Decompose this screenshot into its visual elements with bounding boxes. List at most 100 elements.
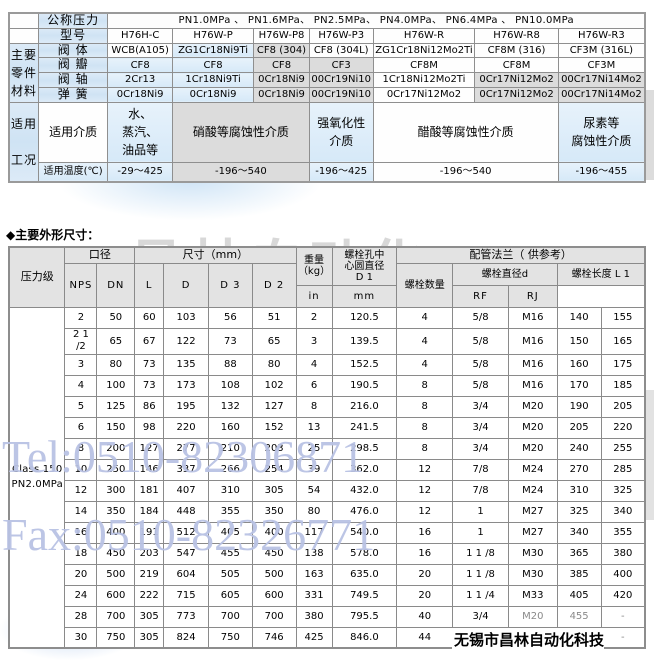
cell-D: 773 [163, 605, 209, 628]
cell-mm: M30 [507, 542, 558, 565]
row-label-spring: 弹 簧 [38, 86, 109, 103]
cell-rj: 255 [600, 437, 646, 460]
table-row-shaft: 阀 轴 2Cr13 1Cr18Ni9Ti 0Cr18Ni9 00Cr19Ni10… [9, 72, 646, 88]
cell-bolts: 8 [396, 416, 454, 439]
cell-nps-line: /2 [76, 341, 86, 352]
cell-D3: 266 [207, 458, 253, 481]
cell-bolts: 20 [396, 563, 454, 586]
header-weight-line: 重量 [304, 255, 325, 267]
cell-rj: - [600, 605, 646, 628]
cell-rf: 340 [556, 521, 602, 544]
cell-L: 60 [134, 306, 165, 329]
spacer-cell [8, 27, 40, 44]
section-title-dimensions: ◆主要外形尺寸： [6, 228, 100, 242]
cell-rf: 160 [556, 353, 602, 376]
cell-d1: 120.5 [331, 306, 398, 329]
shaft-material: 00Cr17Ni14Mo2 [557, 72, 646, 88]
disc-material: CF8 [253, 57, 310, 74]
medium-line: 油品等 [122, 143, 159, 158]
cell-D: 512 [163, 521, 209, 544]
row-label-temperature: 适用温度(℃) [38, 161, 109, 183]
side-label-service-conditions: 适用 工况 [8, 101, 40, 183]
cell-rj: 355 [600, 521, 646, 544]
header-bolt-dia-mm: mm [331, 284, 398, 308]
cell-mm: M20 [507, 626, 558, 649]
row-label-body: 阀 体 [38, 42, 109, 59]
medium-line: 蒸汽、 [122, 125, 159, 140]
header-row-1: 压力级 口径 尺寸（mm） 重量 （kg） 螺栓孔中 心圆直径 D 1 配管法兰… [8, 246, 646, 308]
table-row-model: 型号 H76H-C H76W-P H76W-P8 H76W-P3 H76W-R … [8, 27, 646, 44]
pressure-class-label: Class 150 PN2.0MPa [8, 306, 66, 649]
cell-rf: 270 [556, 458, 602, 481]
cell-d1: 432.0 [331, 479, 398, 502]
cell-bolts: 44 [396, 626, 454, 649]
cell-rf: 455 [556, 626, 602, 649]
cell-L: 98 [134, 416, 165, 439]
cell-D: 448 [163, 500, 209, 523]
cell-rj: 220 [600, 416, 646, 439]
cell-weight: 380 [295, 605, 333, 628]
cell-L: 203 [134, 542, 165, 565]
cell-d1: 152.5 [331, 353, 398, 376]
materials-table-container: 公称压力 PN1.0MPa 、 PN1.6MPa、 PN2.5MPa、 PN4.… [8, 12, 646, 184]
cell-weight: 3 [295, 327, 333, 355]
cell-in: 5/8 [452, 306, 509, 329]
table-row: 2 1/2 65 67 122 73 65 3 139.5 4 5/8 M16 150 165 [9, 327, 646, 355]
spring-material: 0Cr18Ni9 [171, 86, 255, 103]
cell-D3: 405 [207, 521, 253, 544]
cell-mm: M20 [507, 437, 558, 460]
cell-nps: 6 [64, 416, 98, 439]
row-label-medium: 适用介质 [38, 101, 109, 163]
model-value: H76W-R8 [474, 27, 559, 44]
cell-L: 146 [134, 458, 165, 481]
table-row: 20 500 219 604 505 500 163 635.0 20 1 1 /8 M30 385 4… [9, 563, 646, 586]
cell-L: 305 [134, 626, 165, 649]
cell-L: 184 [134, 500, 165, 523]
cell-rj: 185 [600, 374, 646, 397]
cell-D2: 203 [251, 437, 297, 460]
cell-D3: 310 [207, 479, 253, 502]
body-material: ZG1Cr18Ni9Ti [171, 42, 255, 59]
dimensions-table: 压力级 口径 尺寸（mm） 重量 （kg） 螺栓孔中 心圆直径 D 1 配管法兰… [8, 246, 646, 649]
cell-nps: 16 [64, 521, 98, 544]
cell-nps: 10 [64, 458, 98, 481]
cell-bolts: 4 [396, 353, 454, 376]
header-bolt-dia-in: in [295, 284, 333, 308]
spring-material: 00Cr17Ni14Mo2 [557, 86, 646, 103]
cell-D3: 750 [207, 626, 253, 649]
model-value: H76W-P [171, 27, 255, 44]
table-row: 10 250 146 337 266 254 39 362.0 12 7/8 M24 270 285 [9, 458, 646, 481]
cell-mm: M16 [507, 353, 558, 376]
cell-dn: 80 [96, 353, 136, 376]
cell-weight: 80 [295, 500, 333, 523]
cell-D3: 605 [207, 584, 253, 607]
cell-D: 604 [163, 563, 209, 586]
body-material: CF8 (304L) [308, 42, 374, 59]
table-row: 3 80 73 135 88 80 4 152.5 4 5/8 M16 160 175 [9, 353, 646, 376]
cell-mm: M24 [507, 479, 558, 502]
cell-in: 1 [452, 500, 509, 523]
cell-D3: 88 [207, 353, 253, 376]
cell-rf: 385 [556, 563, 602, 586]
cell-mm: M20 [507, 605, 558, 628]
cell-d1: 190.5 [331, 374, 398, 397]
cell-dn: 750 [96, 626, 136, 649]
cell-L: 191 [134, 521, 165, 544]
cell-in: 3/4 [452, 437, 509, 460]
cell-rf: 365 [556, 542, 602, 565]
cell-dn: 350 [96, 500, 136, 523]
row-label-model: 型号 [38, 27, 109, 44]
cell-L: 73 [134, 374, 165, 397]
cell-L: 127 [134, 437, 165, 460]
cell-d1: 846.0 [331, 626, 398, 649]
cell-D2: 450 [251, 542, 297, 565]
cell-D: 824 [163, 626, 209, 649]
cell-mm: M20 [507, 395, 558, 418]
cell-D: 122 [163, 327, 209, 355]
side-label-line: 工况 [11, 153, 38, 168]
dimensions-table-container: 压力级 口径 尺寸（mm） 重量 （kg） 螺栓孔中 心圆直径 D 1 配管法兰… [8, 246, 646, 649]
cell-D: 173 [163, 374, 209, 397]
header-weight: 重量 （kg） [295, 246, 333, 286]
cell-L: 219 [134, 563, 165, 586]
header-bore: 口径 [64, 246, 136, 264]
